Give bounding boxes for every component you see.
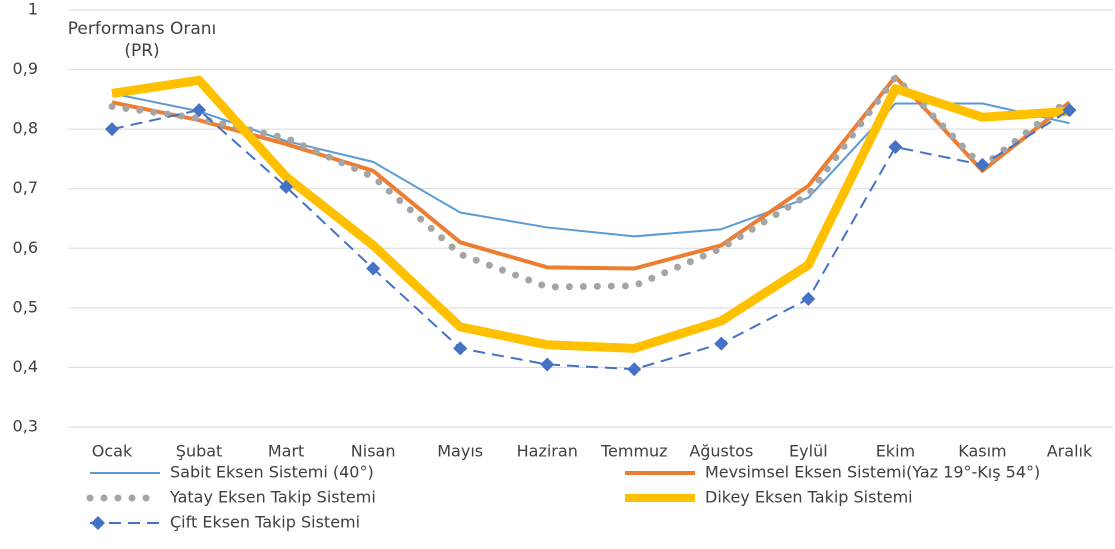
marker	[540, 357, 555, 372]
x-tick-label: Ekim	[876, 442, 915, 461]
y-tick-label: 0,9	[13, 59, 38, 78]
marker	[366, 261, 381, 276]
x-tick-label: Temmuz	[600, 442, 668, 461]
x-tick-label: Mayıs	[437, 442, 483, 461]
legend-label: Sabit Eksen Sistemi (40°)	[170, 463, 374, 482]
y-tick-label: 0,4	[13, 357, 38, 376]
x-tick-label: Aralık	[1047, 442, 1093, 461]
chart-title: Performans Oranı (PR)	[67, 19, 217, 61]
x-tick-label: Kasım	[958, 442, 1006, 461]
legend-label: Yatay Eksen Takip Sistemi	[169, 488, 376, 507]
series-line	[111, 92, 1070, 238]
series-line	[111, 109, 1071, 371]
marker	[105, 122, 120, 137]
marker	[714, 336, 729, 351]
y-tick-label: 0,3	[13, 417, 38, 436]
marker	[888, 140, 903, 155]
marker	[627, 362, 642, 377]
marker	[453, 341, 468, 356]
marker	[801, 291, 816, 306]
marker	[192, 103, 207, 118]
x-tick-label: Ağustos	[689, 442, 753, 461]
x-tick-label: Mart	[268, 442, 304, 461]
y-tick-label: 1	[28, 0, 38, 19]
y-tick-label: 0,5	[13, 297, 38, 316]
y-tick-label: 0,8	[13, 119, 38, 138]
legend-label: Dikey Eksen Takip Sistemi	[705, 488, 913, 507]
marker	[1062, 103, 1077, 118]
x-tick-label: Nisan	[351, 442, 396, 461]
legend-label: Mevsimsel Eksen Sistemi(Yaz 19°-Kış 54°)	[705, 463, 1040, 482]
x-tick-label: Ocak	[92, 442, 133, 461]
legend-marker	[91, 516, 105, 530]
marker	[975, 157, 990, 172]
y-tick-label: 0,7	[13, 178, 38, 197]
x-tick-label: Şubat	[176, 442, 223, 461]
series-line	[111, 75, 1070, 353]
marker	[279, 179, 294, 194]
legend-label: Çift Eksen Takip Sistemi	[170, 513, 360, 532]
y-tick-label: 0,6	[13, 238, 38, 257]
x-tick-label: Haziran	[517, 442, 578, 461]
x-tick-label: Eylül	[789, 442, 828, 461]
